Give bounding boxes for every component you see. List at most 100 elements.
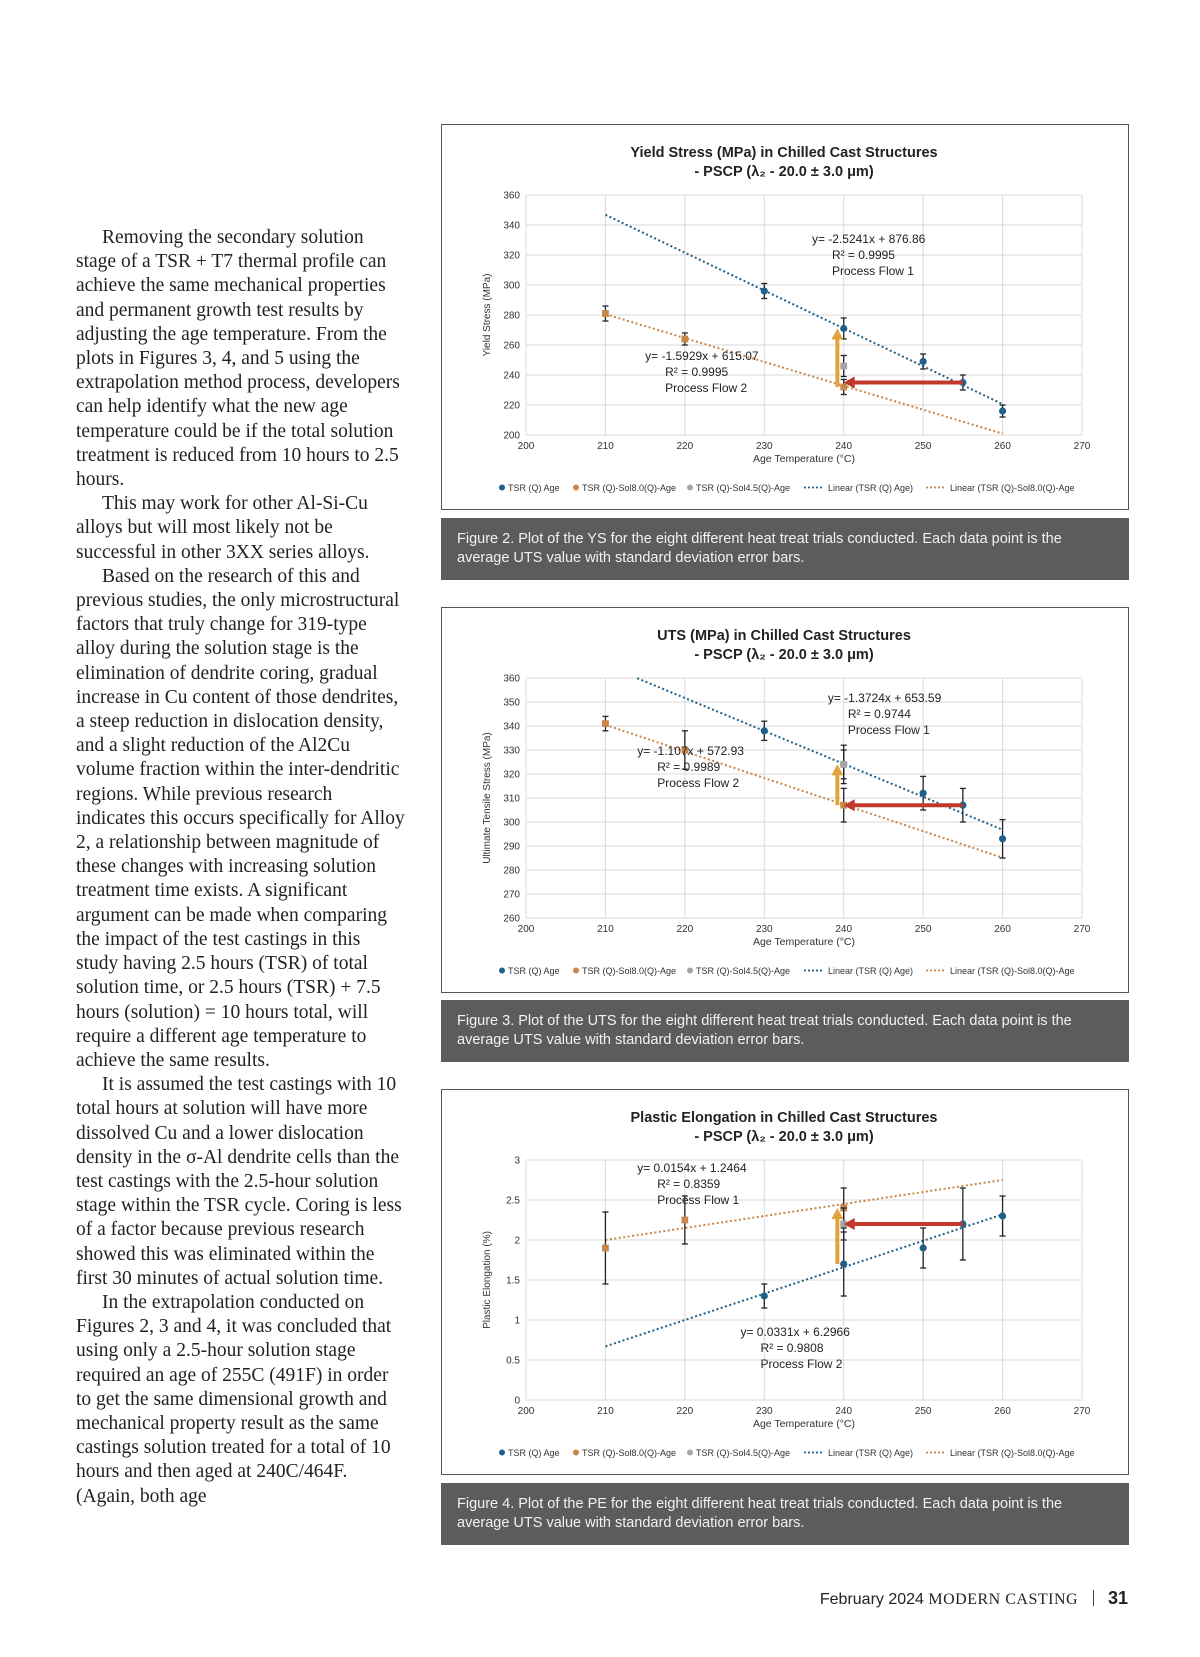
data-point [760, 287, 768, 295]
figure-4-chart: Plastic Elongation in Chilled Cast Struc… [441, 1089, 1129, 1475]
footer-magazine: MODERN CASTING [928, 1591, 1079, 1608]
data-point [760, 1292, 768, 1300]
arrow-left-head [843, 1218, 855, 1230]
data-point [840, 1260, 848, 1268]
x-tick-label: 200 [518, 441, 535, 452]
x-tick-label: 270 [1074, 1406, 1091, 1417]
x-tick-label: 260 [994, 924, 1011, 935]
data-point [760, 727, 768, 735]
y-tick-label: 360 [503, 674, 520, 685]
data-point [840, 362, 848, 370]
footer-date: February 2024 [819, 1591, 924, 1608]
y-tick-label: 360 [503, 191, 520, 202]
legend-label: TSR (Q) Age [508, 1448, 560, 1458]
trendline-annotation: R² = 0.8359 [657, 1177, 720, 1191]
y-tick-label: 1 [514, 1316, 520, 1327]
legend-marker [573, 967, 579, 974]
trendline-annotation: y= -1.5929x + 615.07 [645, 349, 759, 363]
x-tick-label: 250 [915, 924, 932, 935]
figure-2-caption: Figure 2. Plot of the YS for the eight d… [441, 518, 1129, 580]
figure-4-caption: Figure 4. Plot of the PE for the eight d… [441, 1483, 1129, 1545]
x-tick-label: 210 [597, 441, 614, 452]
chart-subtitle: - PSCP (λ₂ - 20.0 ± 3.0 μm) [694, 647, 874, 663]
x-tick-label: 230 [756, 1406, 773, 1417]
trendline-annotation: R² = 0.9744 [848, 707, 911, 721]
plastic-elongation-chart: Plastic Elongation in Chilled Cast Struc… [482, 1110, 1091, 1458]
x-tick-label: 220 [677, 924, 694, 935]
trendline-annotation: R² = 0.9995 [665, 365, 728, 379]
data-point [840, 324, 848, 333]
arrow-up-head [831, 764, 844, 776]
arrow-up-head [831, 328, 844, 340]
legend-label: Linear (TSR (Q)-Sol8.0(Q)-Age [950, 966, 1075, 976]
x-tick-label: 230 [756, 441, 773, 452]
arrow-left-head [843, 376, 855, 389]
data-point [681, 335, 689, 343]
y-tick-label: 320 [503, 770, 520, 781]
y-tick-label: 300 [503, 281, 520, 292]
y-tick-label: 1.5 [506, 1276, 520, 1287]
y-tick-label: 290 [503, 842, 520, 853]
trendline-annotation: y= -1.3724x + 653.59 [828, 691, 942, 705]
legend-marker [573, 484, 579, 491]
x-tick-label: 260 [994, 441, 1011, 452]
x-tick-label: 240 [835, 1406, 852, 1417]
y-tick-label: 3 [514, 1156, 520, 1167]
x-tick-label: 220 [677, 441, 694, 452]
chart-subtitle: - PSCP (λ₂ - 20.0 ± 3.0 μm) [694, 164, 874, 180]
legend-label: Linear (TSR (Q) Age) [828, 483, 913, 493]
legend-marker [687, 967, 693, 974]
legend-label: Linear (TSR (Q)-Sol8.0(Q)-Age [950, 483, 1075, 493]
y-tick-label: 280 [503, 311, 520, 322]
x-tick-label: 260 [994, 1406, 1011, 1417]
legend-marker [573, 1449, 579, 1456]
y-tick-label: 280 [503, 866, 520, 877]
data-point [840, 761, 848, 768]
x-tick-label: 200 [518, 924, 535, 935]
chart-title: Plastic Elongation in Chilled Cast Struc… [631, 1110, 938, 1126]
trendline-annotation: Process Flow 2 [665, 381, 747, 395]
legend-label: TSR (Q) Age [508, 966, 560, 976]
trendline-annotation: y= -1.107x + 572.93 [637, 744, 744, 758]
legend-label: TSR (Q)-Sol8.0(Q)-Age [582, 966, 676, 976]
legend-label: TSR (Q)-Sol4.5(Q)-Age [696, 1448, 790, 1458]
x-tick-label: 270 [1074, 441, 1091, 452]
body-paragraph: It is assumed the test castings with 10 … [76, 1074, 402, 1289]
legend-label: Linear (TSR (Q) Age) [828, 1448, 913, 1458]
legend-marker [499, 484, 505, 491]
y-axis-label: Ultimate Tensile Stress (MPa) [482, 732, 493, 864]
legend-label: TSR (Q)-Sol4.5(Q)-Age [696, 483, 790, 493]
chart-subtitle: - PSCP (λ₂ - 20.0 ± 3.0 μm) [694, 1129, 874, 1145]
trendline-annotation: Process Flow 1 [657, 1193, 739, 1207]
y-tick-label: 350 [503, 698, 520, 709]
y-tick-label: 260 [503, 914, 520, 925]
data-point [602, 1244, 609, 1252]
figure-3-chart: UTS (MPa) in Chilled Cast Structures - PS… [441, 607, 1129, 993]
legend-label: TSR (Q)-Sol8.0(Q)-Age [582, 1448, 676, 1458]
chart-title: Yield Stress (MPa) in Chilled Cast Struc… [630, 145, 937, 161]
y-tick-label: 330 [503, 746, 520, 757]
body-paragraph: Based on the research of this and previo… [76, 565, 405, 1071]
trendline-annotation: y= 0.0154x + 1.2464 [637, 1161, 747, 1175]
chart-title: UTS (MPa) in Chilled Cast Structures [657, 628, 911, 644]
body-paragraph: Removing the secondary solution stage of… [76, 227, 400, 491]
trendline [605, 1179, 1003, 1241]
y-tick-label: 300 [503, 818, 520, 829]
legend-label: TSR (Q)-Sol8.0(Q)-Age [582, 483, 676, 493]
uts-chart: UTS (MPa) in Chilled Cast Structures - PS… [482, 628, 1091, 976]
y-tick-label: 240 [503, 371, 520, 382]
trendline-annotation: R² = 0.9808 [760, 1341, 823, 1355]
data-point [681, 746, 689, 754]
page-number: 31 [1107, 1588, 1128, 1608]
trendline-annotation: y= 0.0331x + 6.2966 [740, 1325, 850, 1339]
x-tick-label: 210 [597, 1406, 614, 1417]
x-tick-label: 250 [915, 441, 932, 452]
y-tick-label: 270 [503, 890, 520, 901]
x-tick-label: 250 [915, 1406, 932, 1417]
y-axis-label: Yield Stress (MPa) [482, 274, 493, 357]
data-point [998, 407, 1007, 415]
y-tick-label: 2 [514, 1236, 520, 1247]
x-tick-label: 240 [835, 441, 852, 452]
data-point [919, 789, 927, 797]
x-axis-label: Age Temperature (°C) [753, 453, 855, 465]
